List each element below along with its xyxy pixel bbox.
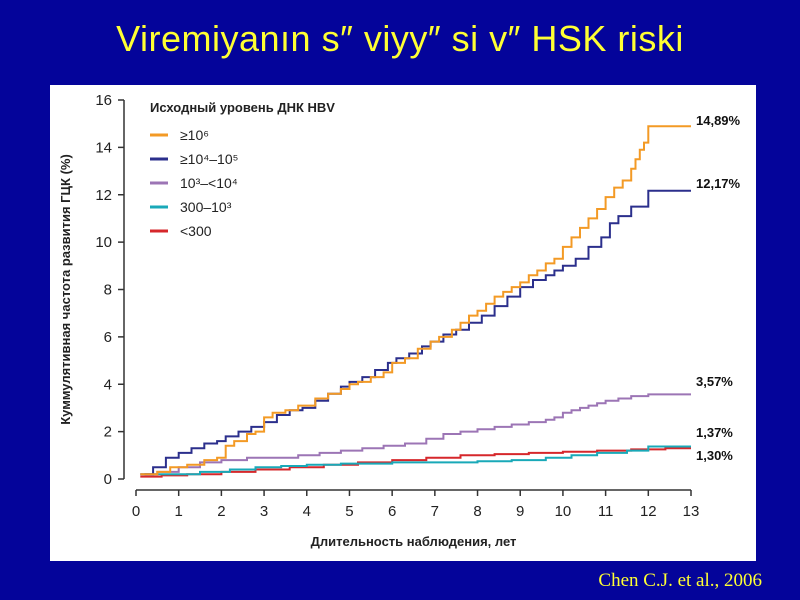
x-tick-label: 0 bbox=[132, 503, 140, 520]
x-axis-title: Длительность наблюдения, лет bbox=[311, 534, 517, 549]
y-tick-label: 6 bbox=[104, 329, 112, 346]
legend: Исходный уровень ДНК HBV ≥10⁶ ≥10⁴–10⁵ 10³–… bbox=[150, 100, 335, 239]
x-tick-label: 13 bbox=[683, 503, 700, 520]
series-layer bbox=[140, 125, 691, 478]
y-tick-label: 14 bbox=[95, 139, 112, 156]
x-tick-label: 4 bbox=[303, 503, 311, 520]
x-tick-label: 3 bbox=[260, 503, 268, 520]
legend-label-3: 300–10³ bbox=[180, 199, 232, 215]
y-tick-label: 12 bbox=[95, 187, 112, 204]
series-line-3 bbox=[140, 445, 691, 476]
x-tick-label: 6 bbox=[388, 503, 396, 520]
y-tick-label: 0 bbox=[104, 471, 112, 488]
x-tick-label: 1 bbox=[175, 503, 183, 520]
x-tick-label: 7 bbox=[431, 503, 439, 520]
end-label-0: 14,89% bbox=[696, 113, 741, 128]
x-tick-label: 8 bbox=[473, 503, 481, 520]
x-tick-label: 10 bbox=[555, 503, 572, 520]
y-axis-title: Куммулятивная частота развития ГЦК (%) bbox=[58, 154, 73, 425]
series-line-4 bbox=[140, 447, 691, 478]
citation: Chen C.J. et al., 2006 bbox=[598, 570, 762, 591]
series-line-1 bbox=[144, 189, 691, 476]
legend-label-4: <300 bbox=[180, 223, 212, 239]
x-tick-label: 5 bbox=[345, 503, 353, 520]
end-label-3: 1,37% bbox=[696, 425, 733, 440]
legend-label-0: ≥10⁶ bbox=[180, 127, 209, 143]
end-labels: 14,89% 12,17% 3,57% 1,37% 1,30% bbox=[696, 113, 741, 463]
y-tick-label: 4 bbox=[104, 376, 112, 393]
series-line-2 bbox=[140, 393, 691, 476]
y-tick-label: 2 bbox=[104, 424, 112, 441]
x-tick-label: 11 bbox=[598, 503, 614, 520]
series-line-0 bbox=[140, 125, 691, 476]
legend-label-1: ≥10⁴–10⁵ bbox=[180, 151, 238, 167]
slide-title: Viremiyanın s″ viyy″ si v″ HSK riski bbox=[116, 18, 684, 59]
end-label-4: 1,30% bbox=[696, 448, 733, 463]
x-tick-label: 2 bbox=[217, 503, 225, 520]
end-label-1: 12,17% bbox=[696, 176, 741, 191]
x-tick-label: 12 bbox=[640, 503, 657, 520]
y-tick-label: 8 bbox=[104, 282, 112, 299]
y-tick-label: 10 bbox=[95, 234, 112, 251]
legend-label-2: 10³–<10⁴ bbox=[180, 175, 238, 191]
chart-panel: 0 2 4 6 8 10 12 14 16 0 1 2 3 4 5 6 7 8 9 10 11 12 13 Длительно… bbox=[50, 85, 756, 561]
end-label-2: 3,57% bbox=[696, 374, 733, 389]
y-tick-label: 16 bbox=[95, 92, 112, 109]
legend-title: Исходный уровень ДНК HBV bbox=[150, 100, 335, 115]
x-tick-label: 9 bbox=[516, 503, 524, 520]
